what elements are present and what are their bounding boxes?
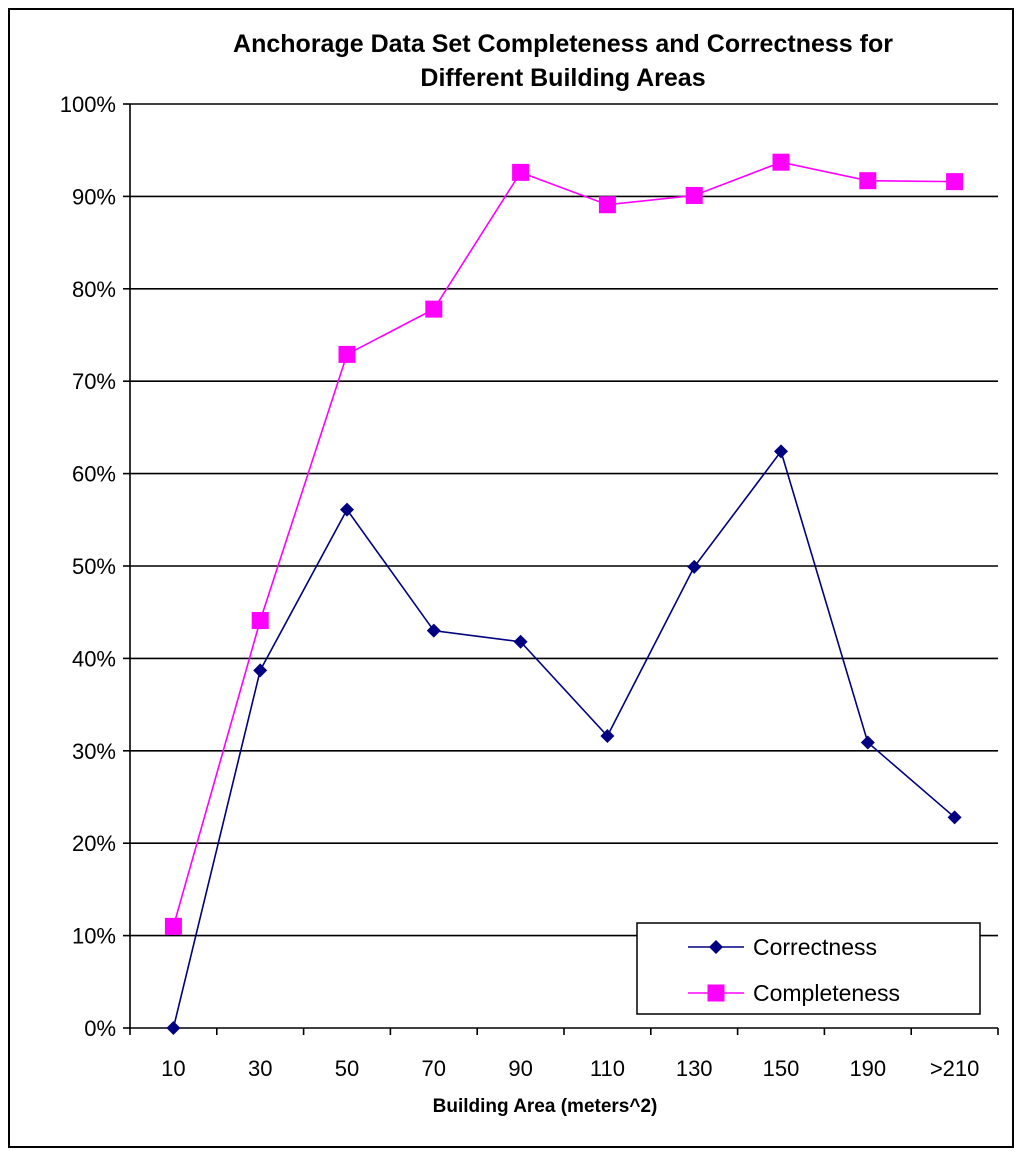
completeness-series: [164, 153, 964, 935]
legend-box: [636, 922, 981, 1015]
legend: Correctness Completeness: [636, 922, 981, 1015]
legend-entries: Correctness Completeness: [688, 934, 900, 1006]
x-tick-label: 70: [422, 1056, 446, 1081]
correctness-point: [340, 502, 354, 517]
correctness-point: [253, 663, 268, 678]
y-tick-label: 90%: [72, 184, 116, 209]
x-tick-label: 110: [590, 1056, 625, 1081]
completeness-point: [685, 186, 703, 204]
completeness-point: [164, 917, 182, 935]
y-tick-label: 0%: [84, 1016, 116, 1041]
completeness-point: [338, 345, 356, 363]
completeness-point: [512, 163, 530, 181]
y-tick-label: 30%: [72, 739, 116, 764]
x-tick-label: >210: [930, 1056, 980, 1081]
correctness-point: [860, 735, 875, 750]
correctness-point: [166, 1021, 181, 1035]
y-tick-label: 60%: [72, 462, 116, 487]
correctness-series: [166, 444, 962, 1035]
correctness-point: [947, 810, 962, 825]
correctness-line: [172, 449, 956, 1029]
legend-completeness-label: Completeness: [753, 980, 900, 1006]
y-tick-labels: 0% 10% 20% 30% 40% 50% 60% 70% 80% 90% 100%: [60, 92, 116, 1041]
y-tick-label: 40%: [72, 646, 116, 671]
chart-title-line-1: Anchorage Data Set Completeness and Corr…: [233, 30, 893, 58]
axes: [123, 103, 999, 1035]
x-tick-label: 50: [335, 1056, 359, 1081]
completeness-point: [772, 153, 790, 171]
x-tick-label: 130: [676, 1056, 713, 1081]
y-tick-label: 80%: [72, 277, 116, 302]
x-tick-label: 190: [849, 1056, 886, 1081]
correctness-point: [687, 559, 702, 574]
legend-completeness-marker: [707, 984, 725, 1002]
completeness-line: [172, 161, 955, 927]
completeness-point: [946, 173, 964, 191]
completeness-point: [425, 300, 443, 318]
completeness-point: [859, 172, 877, 190]
legend-correctness-label: Correctness: [753, 934, 877, 960]
completeness-point: [251, 612, 269, 630]
y-tick-label: 50%: [72, 554, 116, 579]
y-tick-label: 70%: [72, 369, 116, 394]
correctness-point: [774, 444, 788, 459]
correctness-point: [600, 729, 615, 744]
x-tick-label: 30: [248, 1056, 272, 1081]
correctness-point: [513, 634, 528, 649]
series: [164, 153, 964, 1035]
completeness-point: [598, 196, 616, 214]
correctness-point: [426, 623, 441, 638]
y-tick-label: 20%: [72, 831, 116, 856]
y-tick-label: 10%: [72, 924, 116, 949]
chart-title-line-2: Different Building Areas: [420, 64, 705, 92]
x-tick-label: 10: [161, 1056, 185, 1081]
x-tick-label: 90: [508, 1056, 532, 1081]
y-tick-label: 100%: [60, 92, 116, 117]
gridlines: [130, 103, 998, 937]
legend-correctness-marker: [709, 940, 723, 954]
x-tick-labels: 10 30 50 70 90 110 130 150 190 >210: [161, 1056, 979, 1081]
x-axis-title: Building Area (meters^2): [433, 1096, 658, 1117]
x-tick-label: 150: [763, 1056, 800, 1081]
